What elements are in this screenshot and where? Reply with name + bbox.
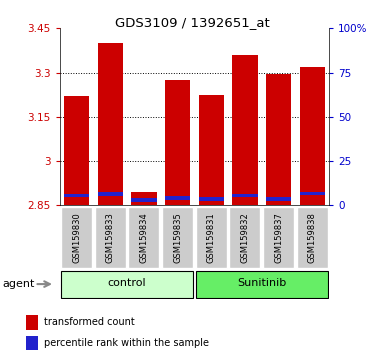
Bar [196, 207, 227, 268]
Text: GSM159830: GSM159830 [72, 212, 81, 263]
Bar [97, 43, 123, 205]
Bar [263, 207, 294, 268]
Text: GSM159832: GSM159832 [241, 212, 249, 263]
Text: Sunitinib: Sunitinib [237, 279, 286, 289]
Text: transformed count: transformed count [44, 317, 134, 327]
Bar [64, 96, 89, 205]
Text: GSM159837: GSM159837 [274, 212, 283, 263]
Text: percentile rank within the sample: percentile rank within the sample [44, 338, 209, 348]
Bar [131, 198, 157, 202]
Bar [64, 194, 89, 197]
Bar [232, 194, 258, 197]
Bar [61, 207, 92, 268]
Bar [97, 192, 123, 196]
Bar [162, 207, 193, 268]
Text: GDS3109 / 1392651_at: GDS3109 / 1392651_at [115, 16, 270, 29]
Bar [165, 196, 190, 200]
Bar [266, 74, 291, 205]
Bar [229, 207, 260, 268]
Bar [26, 336, 38, 352]
Text: GSM159835: GSM159835 [173, 212, 182, 263]
Bar [196, 270, 328, 298]
Bar [199, 198, 224, 201]
Text: GSM159831: GSM159831 [207, 212, 216, 263]
Bar [266, 198, 291, 201]
Bar [165, 80, 190, 205]
Bar [232, 55, 258, 205]
Bar [300, 192, 325, 195]
Text: GSM159838: GSM159838 [308, 212, 317, 263]
Text: control: control [108, 279, 146, 289]
Bar [95, 207, 126, 268]
Bar [128, 207, 159, 268]
Text: GSM159833: GSM159833 [106, 212, 115, 263]
Bar [131, 192, 157, 205]
Bar [61, 270, 193, 298]
Bar [26, 314, 38, 330]
Bar [199, 95, 224, 205]
Bar [297, 207, 328, 268]
Text: agent: agent [2, 279, 34, 289]
Bar [300, 67, 325, 205]
Text: GSM159834: GSM159834 [139, 212, 148, 263]
